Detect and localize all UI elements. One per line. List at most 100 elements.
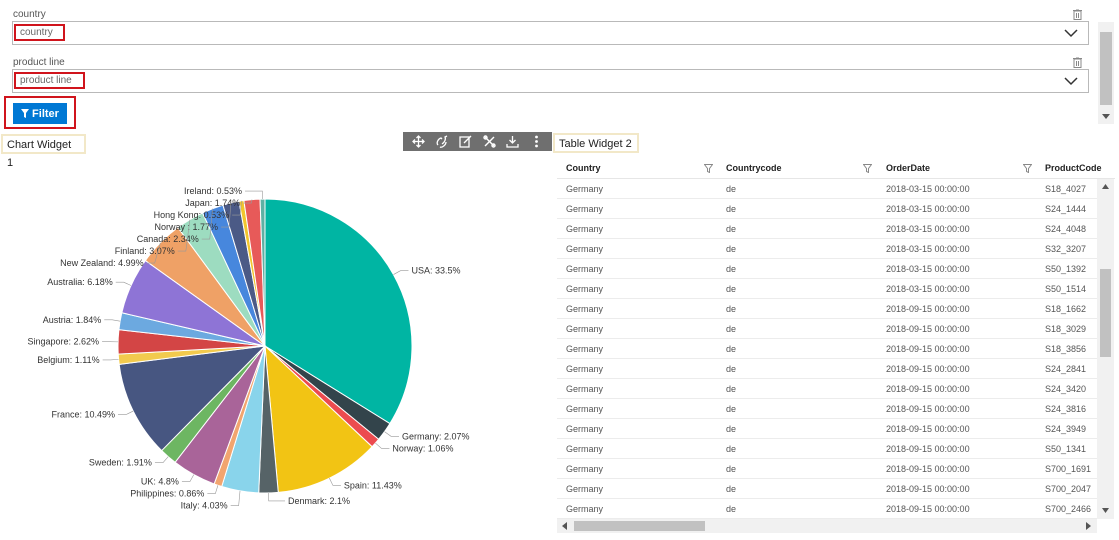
- table-row[interactable]: Germany de 2018-03-15 00:00:00 S32_3207: [557, 239, 1097, 259]
- table-horizontal-scrollbar[interactable]: [557, 519, 1097, 533]
- filter-icon[interactable]: [863, 164, 872, 173]
- delete-product-line-filter-icon[interactable]: [1073, 57, 1082, 68]
- table-cell: Germany: [566, 404, 604, 414]
- table-cell: de: [726, 364, 737, 374]
- pie-leader-line: [375, 442, 390, 449]
- table-row[interactable]: Germany de 2018-03-15 00:00:00 S24_4048: [557, 219, 1097, 239]
- table-cell: 2018-09-15 00:00:00: [886, 444, 970, 454]
- table-cell: de: [726, 224, 737, 234]
- table-cell: 2018-09-15 00:00:00: [886, 464, 970, 474]
- table-cell: de: [726, 324, 737, 334]
- table-header: Country Countrycode OrderDate ProductCod…: [557, 157, 1115, 179]
- table-cell: S24_3816: [1045, 404, 1087, 414]
- table-row[interactable]: Germany de 2018-09-15 00:00:00 S24_3816: [557, 399, 1097, 419]
- table-row[interactable]: Germany de 2018-09-15 00:00:00 S700_2047: [557, 479, 1097, 499]
- scroll-left-arrow-icon[interactable]: [562, 522, 568, 530]
- table-cell: S50_1341: [1045, 444, 1087, 454]
- move-icon[interactable]: [412, 135, 426, 148]
- column-header-productcode[interactable]: ProductCode: [1045, 163, 1102, 173]
- scroll-down-arrow-icon[interactable]: [1102, 114, 1110, 120]
- product-line-select[interactable]: product line: [12, 69, 1089, 93]
- pie-leader-line: [146, 242, 161, 264]
- pie-data-label: Sweden: 1.91%: [89, 458, 152, 468]
- table-cell: Germany: [566, 284, 604, 294]
- pie-data-label: New Zealand: 4.99%: [60, 258, 144, 268]
- table-cell: S24_1444: [1045, 204, 1087, 214]
- chevron-down-icon[interactable]: [1064, 27, 1078, 39]
- country-select[interactable]: country: [12, 21, 1089, 45]
- table-cell: Germany: [566, 264, 604, 274]
- pie-data-label: Italy: 4.03%: [181, 501, 228, 511]
- chevron-down-icon[interactable]: [1064, 75, 1078, 87]
- edit-icon[interactable]: [459, 135, 472, 148]
- column-header-orderdate[interactable]: OrderDate: [886, 163, 931, 173]
- table-cell: 2018-03-15 00:00:00: [886, 284, 970, 294]
- filter-icon[interactable]: [1023, 164, 1032, 173]
- scrollbar-thumb[interactable]: [1100, 269, 1111, 357]
- pie-slice-usa[interactable]: [264, 198, 413, 425]
- table-row[interactable]: Germany de 2018-09-15 00:00:00 S700_1691: [557, 459, 1097, 479]
- pie-leader-line: [243, 199, 253, 204]
- table-cell: S700_2466: [1045, 504, 1092, 514]
- pie-leader-line: [393, 270, 409, 275]
- pie-leader-line: [329, 478, 341, 486]
- table-cell: de: [726, 264, 737, 274]
- pie-leader-line: [384, 431, 399, 437]
- table-cell: Germany: [566, 424, 604, 434]
- table-row[interactable]: Germany de 2018-03-15 00:00:00 S18_4027: [557, 179, 1097, 199]
- filter-button[interactable]: Filter: [13, 103, 67, 124]
- table-cell: de: [726, 424, 737, 434]
- table-row[interactable]: Germany de 2018-09-15 00:00:00 S50_1341: [557, 439, 1097, 459]
- table-row[interactable]: Germany de 2018-03-15 00:00:00 S50_1514: [557, 279, 1097, 299]
- country-placeholder: country: [14, 24, 65, 41]
- table-vertical-scrollbar[interactable]: [1097, 179, 1114, 519]
- table-cell: S24_3949: [1045, 424, 1087, 434]
- product-line-placeholder: product line: [14, 72, 85, 89]
- pie-leader-line: [154, 456, 169, 463]
- pie-data-label: Belgium: 1.11%: [37, 355, 99, 365]
- table-row[interactable]: Germany de 2018-03-15 00:00:00 S24_1444: [557, 199, 1097, 219]
- scroll-down-arrow-icon[interactable]: [1102, 508, 1109, 514]
- scroll-up-arrow-icon[interactable]: [1102, 184, 1109, 190]
- table-cell: S24_3420: [1045, 384, 1087, 394]
- table-cell: 2018-03-15 00:00:00: [886, 244, 970, 254]
- filter-icon[interactable]: [704, 164, 713, 173]
- widget-toolbar: [403, 132, 552, 151]
- pie-data-label: USA: 33.5%: [411, 266, 460, 276]
- pie-leader-line: [221, 202, 232, 228]
- pie-data-label: Austria: 1.84%: [43, 315, 102, 325]
- table-cell: Germany: [566, 484, 604, 494]
- table-cell: S18_4027: [1045, 184, 1087, 194]
- table-row[interactable]: Germany de 2018-03-15 00:00:00 S50_1392: [557, 259, 1097, 279]
- pie-slice-ireland[interactable]: [259, 198, 266, 347]
- delete-country-filter-icon[interactable]: [1073, 9, 1082, 20]
- pie-data-label: Ireland: 0.53%: [184, 186, 242, 196]
- table-row[interactable]: Germany de 2018-09-15 00:00:00 S18_3856: [557, 339, 1097, 359]
- table-row[interactable]: Germany de 2018-09-15 00:00:00 S24_3420: [557, 379, 1097, 399]
- table-cell: de: [726, 484, 737, 494]
- scrollbar-thumb[interactable]: [574, 521, 705, 531]
- table-row[interactable]: Germany de 2018-09-15 00:00:00 S700_2466: [557, 499, 1097, 519]
- table-row[interactable]: Germany de 2018-09-15 00:00:00 S18_1662: [557, 299, 1097, 319]
- pie-leader-line: [207, 485, 219, 494]
- table-cell: S50_1514: [1045, 284, 1087, 294]
- pie-slice-spain[interactable]: [264, 344, 373, 493]
- table-cell: de: [726, 244, 737, 254]
- pie-data-label: Norway : 1.77%: [155, 222, 219, 232]
- link-icon[interactable]: [436, 135, 449, 148]
- more-vertical-icon[interactable]: [530, 135, 543, 148]
- table-row[interactable]: Germany de 2018-09-15 00:00:00 S24_2841: [557, 359, 1097, 379]
- table-row[interactable]: Germany de 2018-09-15 00:00:00 S18_3029: [557, 319, 1097, 339]
- scrollbar-thumb[interactable]: [1100, 32, 1112, 105]
- scroll-right-arrow-icon[interactable]: [1086, 522, 1092, 530]
- column-header-country[interactable]: Country: [566, 163, 601, 173]
- download-icon[interactable]: [506, 135, 519, 148]
- table-cell: 2018-03-15 00:00:00: [886, 184, 970, 194]
- column-header-countrycode[interactable]: Countrycode: [726, 163, 782, 173]
- table-cell: Germany: [566, 464, 604, 474]
- table-row[interactable]: Germany de 2018-09-15 00:00:00 S24_3949: [557, 419, 1097, 439]
- table-cell: Germany: [566, 184, 604, 194]
- filter-button-label: Filter: [32, 107, 59, 120]
- settings-icon[interactable]: [483, 135, 496, 148]
- filters-scrollbar[interactable]: [1098, 22, 1114, 124]
